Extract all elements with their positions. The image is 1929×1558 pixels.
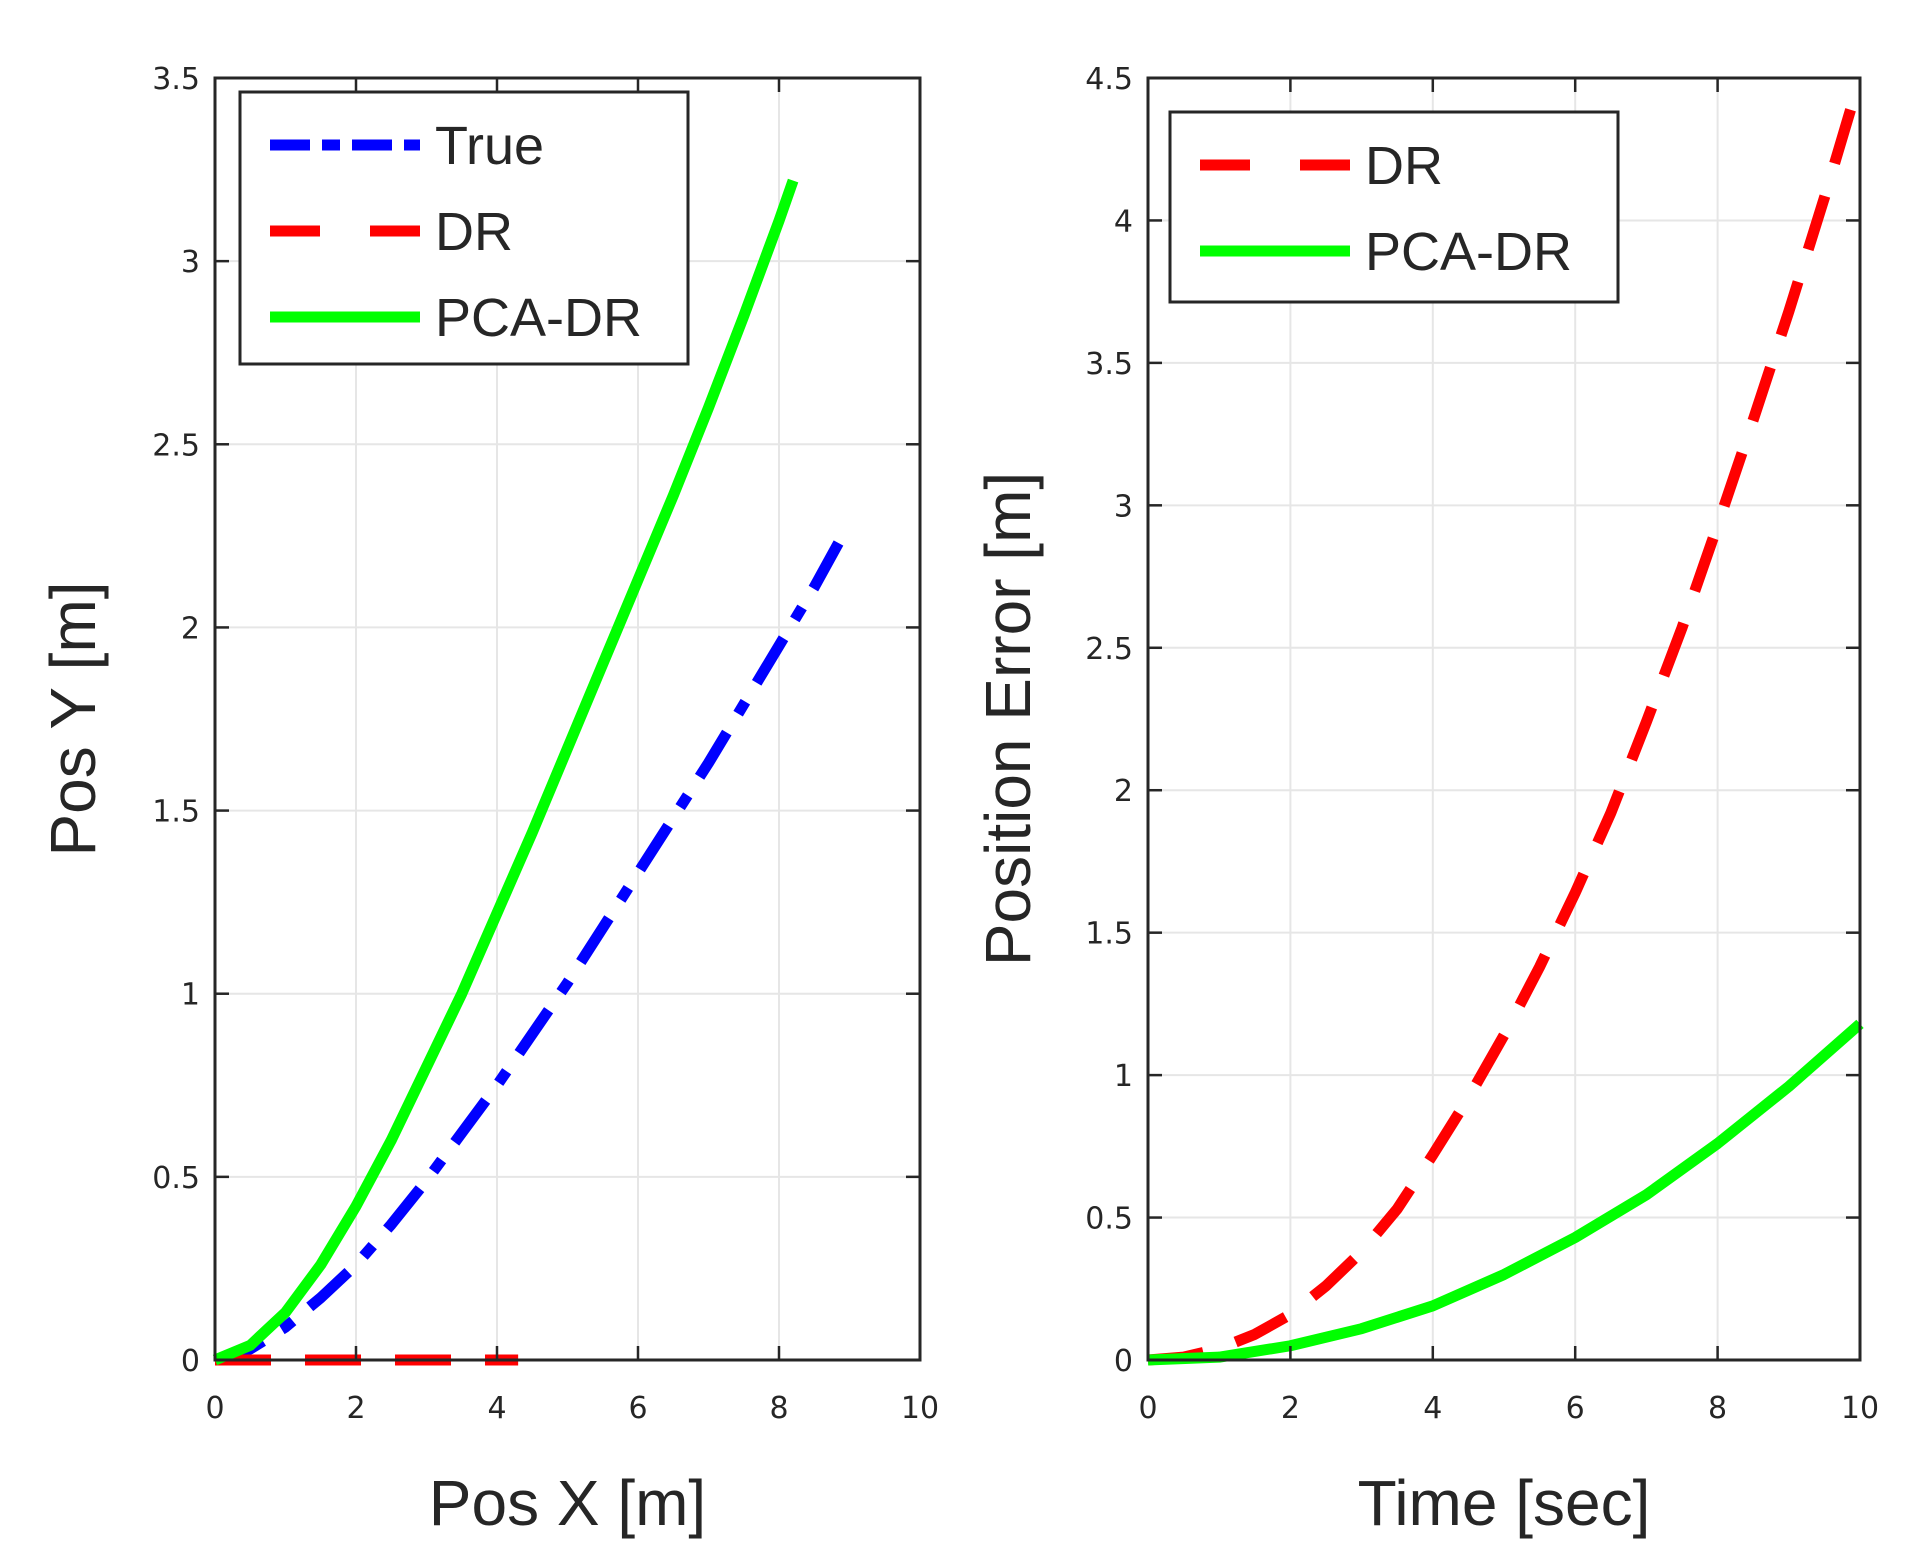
legend-label-dr: DR <box>1365 136 1443 196</box>
chart-position-trajectory: 0 2 4 6 8 10 0 0.5 1 1.5 2 2.5 3 3.5 Pos X [m] Pos Y [m… <box>37 62 939 1539</box>
legend-label-true: True <box>435 116 544 176</box>
x-tick-label: 10 <box>901 1391 939 1426</box>
y-tick-label: 0.5 <box>1085 1202 1133 1237</box>
legend-box <box>1168 110 1620 304</box>
series-line-true <box>213 533 848 1366</box>
x-tick-label: 0 <box>205 1391 224 1426</box>
y-tick-label: 1 <box>1114 1059 1133 1094</box>
y-tick-label: 1.5 <box>152 795 200 830</box>
legend: DR PCA-DR <box>1168 110 1620 304</box>
plot-frame <box>1146 76 1862 1362</box>
x-tick-label: 2 <box>1281 1391 1300 1426</box>
y-tick-label: 3 <box>1114 489 1133 524</box>
y-tick-label: 0.5 <box>152 1161 200 1196</box>
x-tick-label: 2 <box>346 1391 365 1426</box>
y-tick-label: 4.5 <box>1085 62 1133 97</box>
series-line-pca-dr <box>1147 1019 1864 1366</box>
y-tick-label: 3.5 <box>1085 347 1133 382</box>
x-tick-label: 8 <box>769 1391 788 1426</box>
x-tick-label: 6 <box>1566 1391 1585 1426</box>
y-tick-label: 2.5 <box>152 428 200 463</box>
legend-label-pca-dr: PCA-DR <box>435 288 642 348</box>
x-tick-label: 10 <box>1841 1391 1879 1426</box>
y-axis-label: Pos Y [m] <box>37 581 109 856</box>
y-axis-label: Position Error [m] <box>972 472 1044 966</box>
plot-frame <box>213 76 922 1362</box>
y-tick-label: 2.5 <box>1085 632 1133 667</box>
chart-position-error: 0 2 4 6 8 10 0 0.5 1 1.5 2 2.5 3 3.5 4 4.5 Time [sec] Pos… <box>972 62 1879 1539</box>
x-axis-label: Time [sec] <box>1358 1467 1651 1539</box>
y-tick-label: 1.5 <box>1085 917 1133 952</box>
legend: True DR PCA-DR <box>238 90 690 366</box>
y-tick-label: 2 <box>181 611 200 646</box>
y-tick-label: 3 <box>181 245 200 280</box>
y-tick-label: 1 <box>181 978 200 1013</box>
series-line-pca-dr <box>212 178 799 1366</box>
y-tick-label: 4 <box>1114 204 1133 239</box>
x-tick-label: 0 <box>1138 1391 1157 1426</box>
x-tick-label: 4 <box>487 1391 506 1426</box>
series-line-dr <box>1147 76 1866 1366</box>
y-tick-label: 3.5 <box>152 62 200 97</box>
x-axis-label: Pos X [m] <box>429 1467 706 1539</box>
legend-label-pca-dr: PCA-DR <box>1365 222 1572 282</box>
y-tick-label: 0 <box>1114 1344 1133 1379</box>
x-tick-label: 6 <box>628 1391 647 1426</box>
y-tick-label: 2 <box>1114 774 1133 809</box>
y-tick-label: 0 <box>181 1344 200 1379</box>
x-tick-label: 4 <box>1423 1391 1442 1426</box>
x-tick-label: 8 <box>1708 1391 1727 1426</box>
legend-label-dr: DR <box>435 202 513 262</box>
